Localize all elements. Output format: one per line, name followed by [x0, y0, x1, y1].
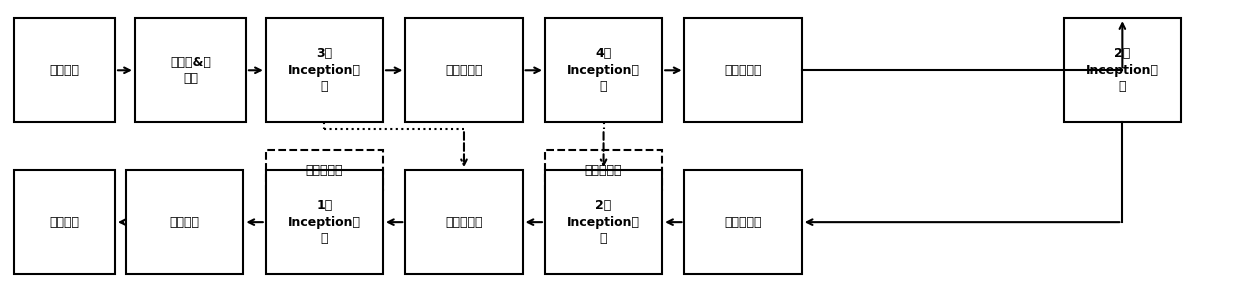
Bar	[685, 18, 802, 122]
Bar	[545, 151, 662, 190]
Text: 分割结果: 分割结果	[50, 216, 79, 229]
Text: 上采样模块: 上采样模块	[446, 216, 483, 229]
Text: 上采样模块: 上采样模块	[724, 216, 761, 229]
Text: 下采样模块: 下采样模块	[724, 64, 761, 77]
Bar	[545, 170, 662, 274]
Bar	[266, 18, 383, 122]
Text: 输入图像: 输入图像	[50, 64, 79, 77]
Bar	[266, 170, 383, 274]
Text: 2个
Inception模
块: 2个 Inception模 块	[567, 199, 640, 245]
Bar	[126, 170, 244, 274]
Bar	[135, 18, 246, 122]
Text: 上采模块: 上采模块	[170, 216, 199, 229]
Bar	[405, 18, 522, 122]
Bar	[14, 170, 115, 274]
Bar	[685, 170, 802, 274]
Text: 合并特征图: 合并特征图	[584, 164, 623, 177]
Bar	[14, 18, 115, 122]
Text: 3个
Inception模
块: 3个 Inception模 块	[288, 47, 361, 93]
Text: 4个
Inception模
块: 4个 Inception模 块	[567, 47, 640, 93]
Bar	[405, 170, 522, 274]
Text: 2个
Inception模
块: 2个 Inception模 块	[1086, 47, 1159, 93]
Bar	[266, 151, 383, 190]
Text: 1个
Inception模
块: 1个 Inception模 块	[288, 199, 361, 245]
Text: 卷积层&池
化层: 卷积层&池 化层	[170, 56, 210, 85]
Bar	[1063, 18, 1181, 122]
Text: 合并特征图: 合并特征图	[306, 164, 343, 177]
Bar	[545, 18, 662, 122]
Text: 下采样模块: 下采样模块	[446, 64, 483, 77]
